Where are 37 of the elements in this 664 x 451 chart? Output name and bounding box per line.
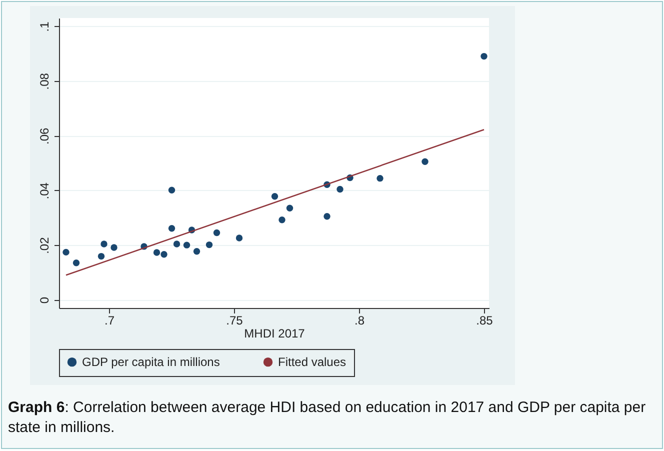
y-tick-label: .04 xyxy=(38,182,52,200)
point xyxy=(376,174,384,182)
point xyxy=(168,186,176,194)
legend-label: GDP per capita in millions xyxy=(82,355,220,370)
point xyxy=(213,229,220,236)
point xyxy=(324,213,330,220)
point xyxy=(183,242,190,248)
x-tick-label: .75 xyxy=(226,314,244,328)
point xyxy=(271,193,278,200)
point xyxy=(236,234,243,242)
point xyxy=(72,260,80,266)
caption: Graph 6: Correlation between average HDI based on education in 2017 and GDP per capita per state in millions. xyxy=(8,398,647,438)
point xyxy=(422,158,428,165)
point xyxy=(336,186,344,193)
y-tick-label: .02 xyxy=(38,236,52,254)
x-tick-label: .85 xyxy=(476,314,494,328)
point xyxy=(173,240,180,248)
point xyxy=(278,216,286,224)
point xyxy=(98,252,105,260)
x-tick-label: .7 xyxy=(104,314,115,328)
point xyxy=(286,204,294,212)
point xyxy=(110,244,118,251)
x-axis-title: MHDI 2017 xyxy=(244,326,306,340)
point xyxy=(193,248,200,255)
point xyxy=(480,52,488,60)
point xyxy=(153,249,160,256)
x-tick-label: .8 xyxy=(354,314,365,328)
point xyxy=(168,225,176,232)
y-tick-label: 0 xyxy=(38,296,52,304)
y-tick-label: .1 xyxy=(38,21,52,32)
point xyxy=(160,251,168,258)
point xyxy=(206,241,213,248)
point xyxy=(62,248,70,256)
y-tick-label: .06 xyxy=(38,127,52,144)
legend-label: Fitted values xyxy=(278,355,346,370)
point xyxy=(100,240,108,248)
y-tick-label: .08 xyxy=(38,72,52,90)
